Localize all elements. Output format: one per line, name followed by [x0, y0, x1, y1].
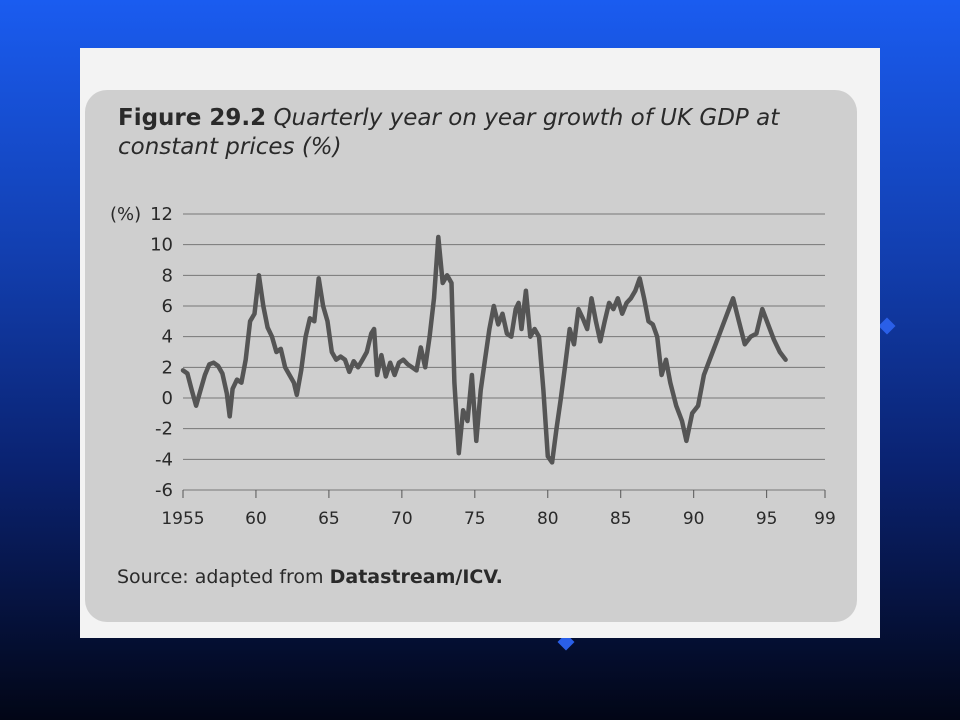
x-tick-label: 99: [814, 509, 836, 529]
y-axis-label: (%): [110, 204, 141, 225]
figure-panel: [85, 90, 857, 622]
y-tick-label: -2: [155, 419, 173, 440]
x-tick-label: 65: [318, 509, 340, 529]
y-tick-label: 2: [162, 357, 173, 378]
figure-label: Figure 29.2: [118, 105, 267, 131]
source-prefix: Source: adapted from: [117, 566, 330, 588]
y-tick-label: 0: [162, 388, 173, 409]
y-tick-label: 12: [150, 204, 173, 225]
source-note: Source: adapted from Datastream/ICV.: [117, 566, 503, 588]
x-tick-label: 85: [610, 509, 632, 529]
y-tick-label: 4: [162, 327, 173, 348]
x-tick-label: 90: [683, 509, 705, 529]
figure-title: Figure 29.2 Quarterly year on year growt…: [118, 104, 838, 162]
x-tick-label: 70: [391, 509, 413, 529]
y-tick-label: 10: [150, 235, 173, 256]
source-name: Datastream/ICV.: [329, 566, 503, 588]
x-tick-label: 1955: [161, 509, 204, 529]
x-tick-label: 80: [537, 509, 559, 529]
y-tick-label: 6: [162, 296, 173, 317]
figure-caption: Quarterly year on year growth of UK GDP …: [118, 105, 780, 160]
y-tick-label: -6: [155, 480, 173, 501]
gdp-growth-line: [180, 234, 788, 465]
x-tick-label: 75: [464, 509, 486, 529]
x-tick-label: 95: [756, 509, 778, 529]
y-tick-label: 8: [162, 265, 173, 286]
y-tick-label: -4: [155, 449, 173, 470]
x-tick-label: 60: [245, 509, 267, 529]
